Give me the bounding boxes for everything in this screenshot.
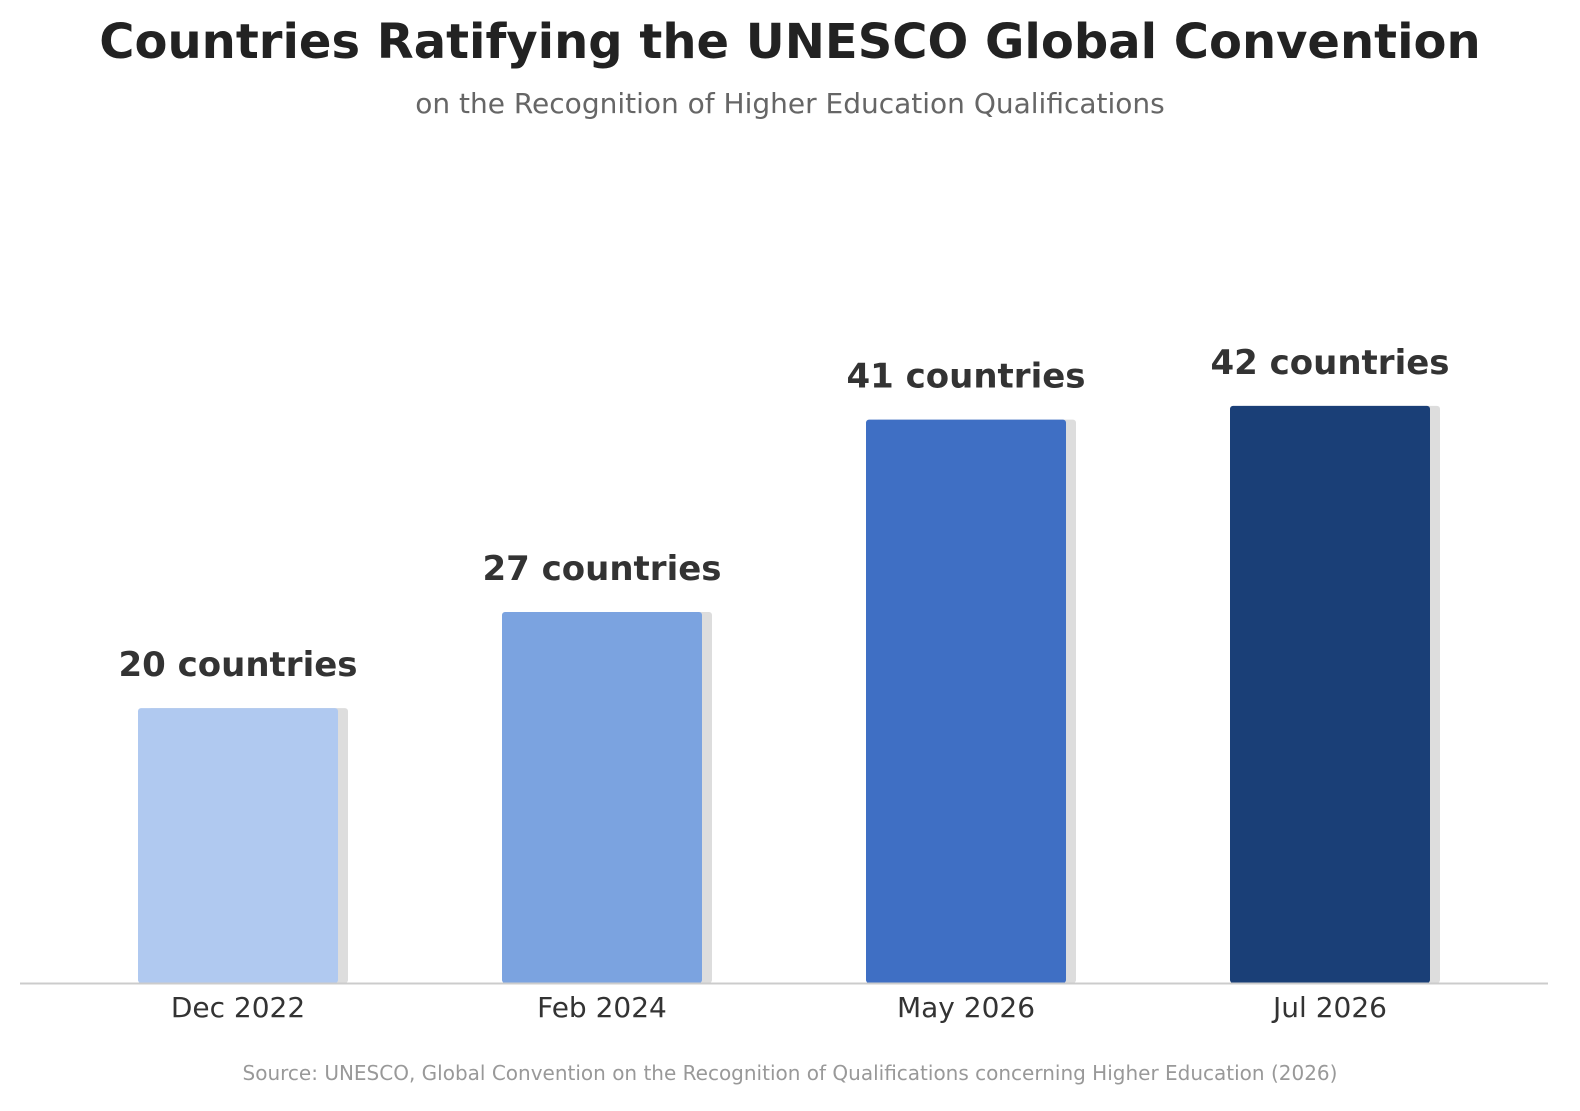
bar <box>138 708 338 983</box>
bar <box>502 611 702 983</box>
bar <box>866 419 1066 983</box>
chart-subtitle: on the Recognition of Higher Education Q… <box>415 87 1165 120</box>
bar-value-label: 27 countries <box>482 549 721 589</box>
source-note: Source: UNESCO, Global Convention on the… <box>242 1061 1338 1085</box>
bar-value-label: 41 countries <box>846 357 1085 397</box>
x-tick-label: Jul 2026 <box>1271 991 1387 1024</box>
x-tick-label: Feb 2024 <box>537 991 667 1024</box>
x-tick-label: Dec 2022 <box>171 991 305 1024</box>
chart-title: Countries Ratifying the UNESCO Global Co… <box>99 14 1481 70</box>
bar <box>1230 405 1430 983</box>
bar-value-label: 42 countries <box>1210 343 1449 383</box>
bar-value-label: 20 countries <box>118 645 357 685</box>
x-tick-label: May 2026 <box>897 991 1035 1024</box>
